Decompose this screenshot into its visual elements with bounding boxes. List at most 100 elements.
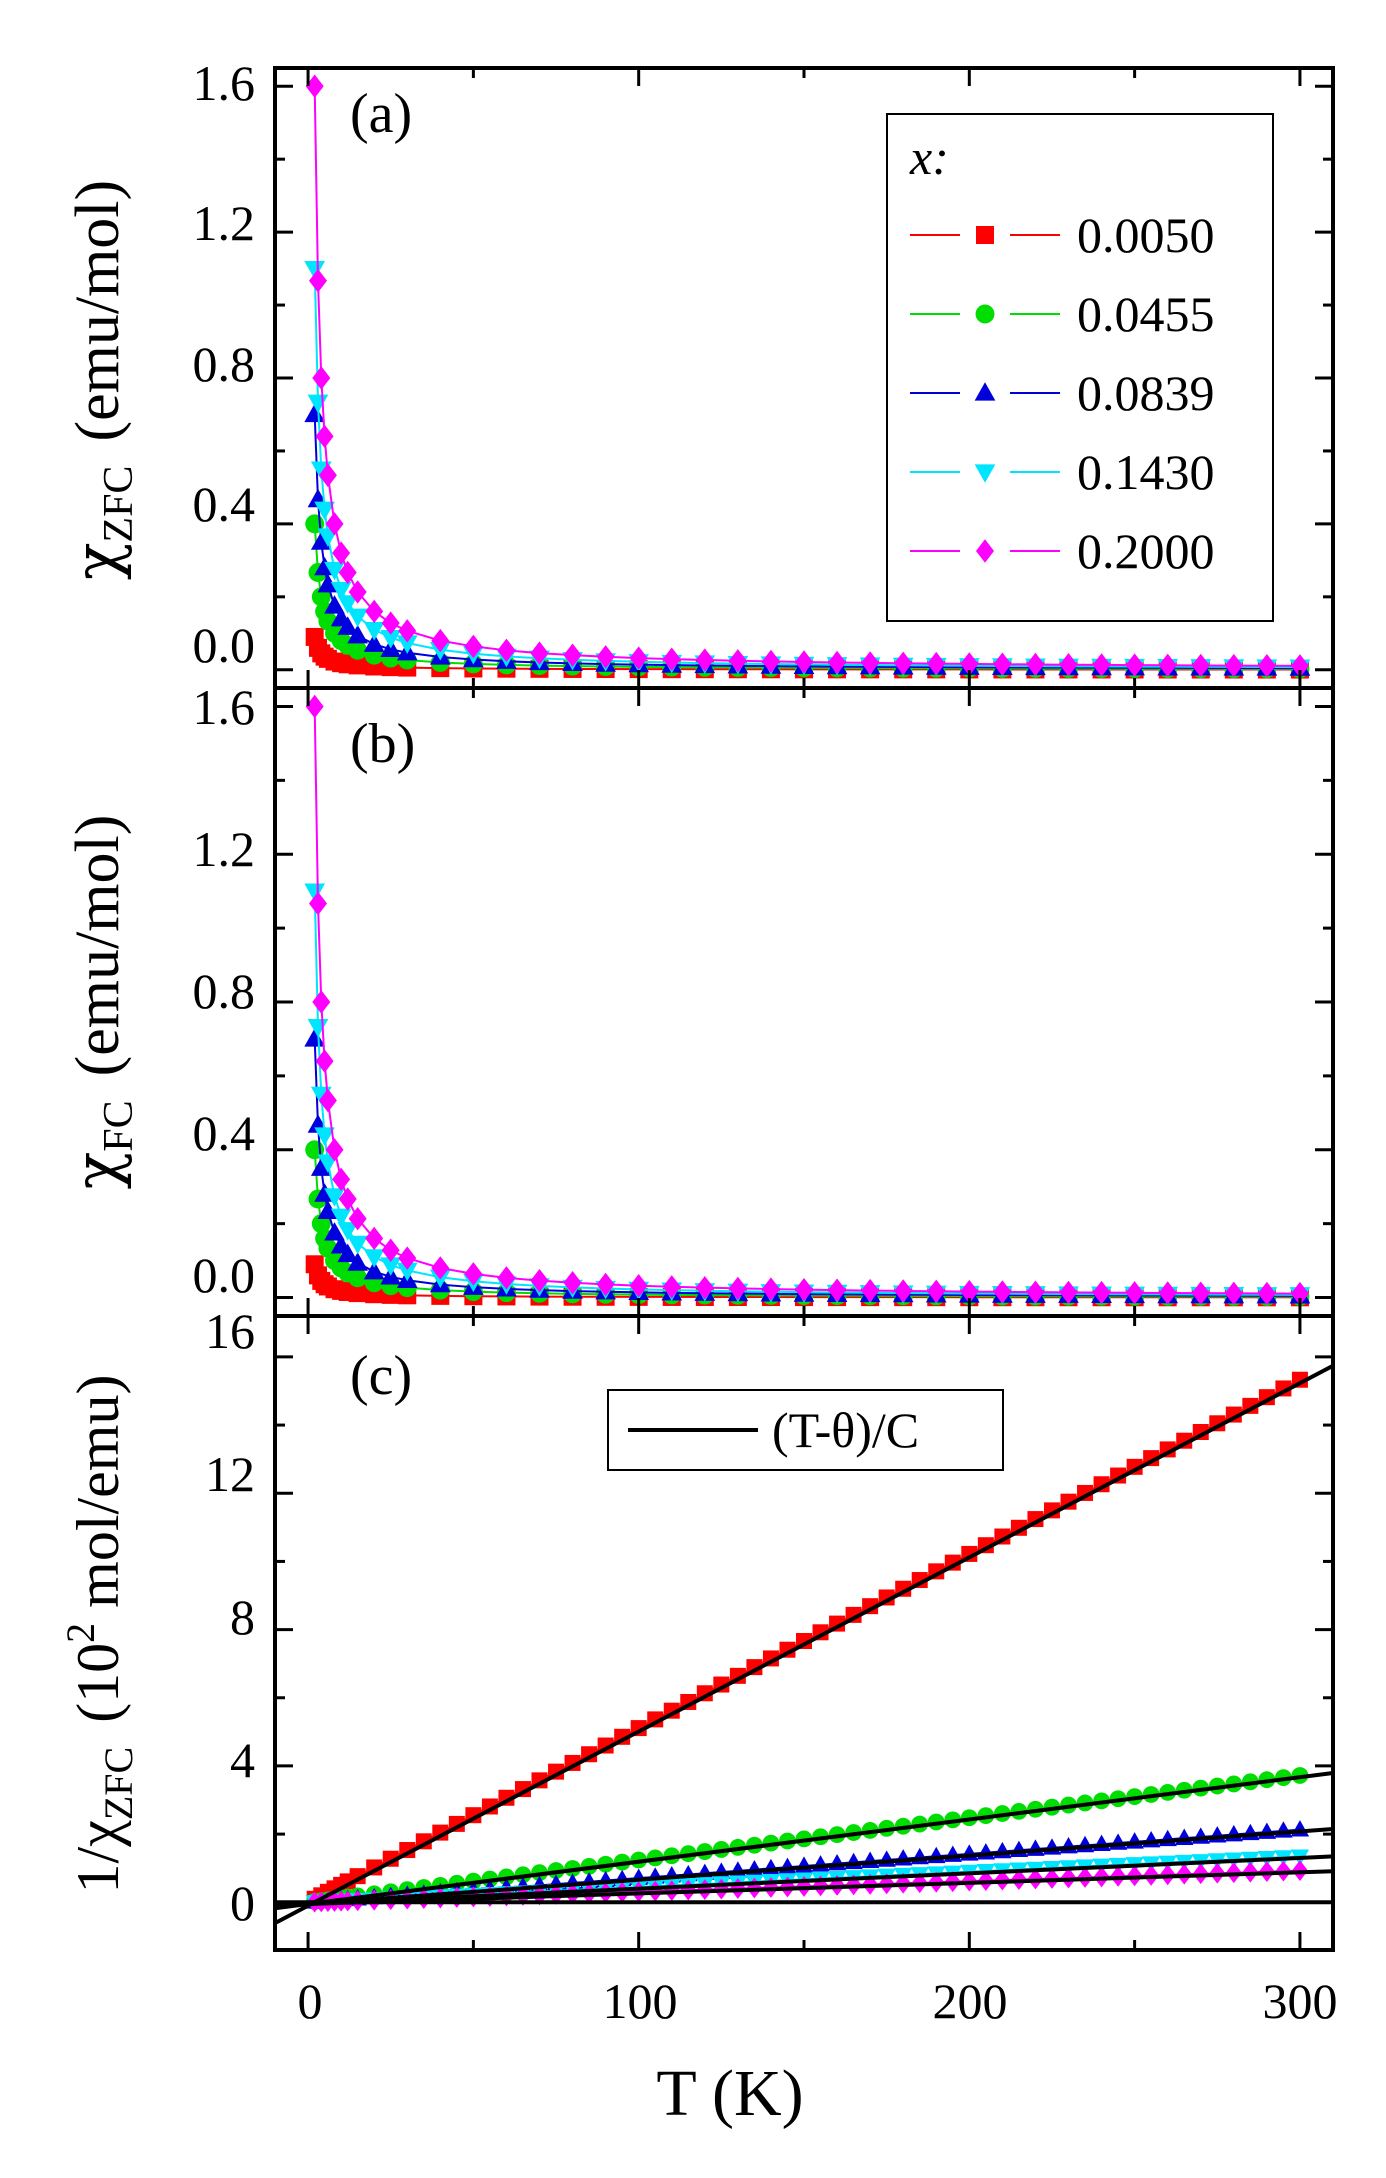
legend-marker-0.2000 <box>976 539 994 563</box>
ylabel-a-unit: (emu/mol) <box>64 180 132 442</box>
data-point-b-0.2000-120 <box>695 1275 714 1300</box>
data-point-a-0.2000-30 <box>398 619 417 643</box>
ytick-label-c-1: 4 <box>230 1732 255 1788</box>
ylabel-a-symbol: χ <box>60 543 133 581</box>
svg-text:χZFC(emu/mol): χZFC (emu/mol) <box>60 180 142 580</box>
xtick-label-0: 0 <box>298 1973 323 2029</box>
data-point-b-0.2000-40 <box>431 1256 450 1280</box>
data-point-a-0.0839-20 <box>363 633 385 652</box>
ytick-label-b-4: 1.6 <box>193 679 256 735</box>
data-point-a-0.2000-260 <box>1158 653 1177 677</box>
data-point-a-0.2000-210 <box>993 652 1012 676</box>
ytick-label-a-1: 0.4 <box>193 476 256 532</box>
panel-label-a: (a) <box>350 83 412 145</box>
data-point-a-0.2000-170 <box>861 651 880 675</box>
data-point-b-0.2000-100 <box>629 1274 648 1298</box>
data-point-b-0.2000-5 <box>315 1049 334 1073</box>
data-point-a-0.2000-8 <box>325 512 344 536</box>
ylabel-c-subscript: ZFC <box>96 1747 141 1820</box>
data-point-b-0.0839-2 <box>304 1028 326 1047</box>
data-point-a-0.2000-130 <box>728 649 747 673</box>
data-point-b-0.0050-15 <box>348 1284 367 1303</box>
ylabel-b-subscript: FC <box>96 1100 142 1151</box>
data-point-a-0.1430-25 <box>380 630 402 649</box>
data-point-a-0.2000-290 <box>1257 654 1276 678</box>
data-point-b-0.1430-12 <box>337 1222 359 1241</box>
ytick-label-a-0: 0.0 <box>193 617 256 673</box>
data-point-b-0.2000-15 <box>348 1207 367 1231</box>
data-point-a-0.2000-12 <box>338 560 357 585</box>
legend: x: 0.0050 0.0455 0.0839 0.1430 0.2000 <box>886 113 1274 622</box>
fit-line-4 <box>274 1869 1334 1908</box>
data-point-b-0.0455-15 <box>348 1268 368 1288</box>
fit-line-3 <box>274 1854 1334 1908</box>
ylabel-a-subscript: ZFC <box>96 466 142 543</box>
data-point-b-0.2000-3 <box>308 891 327 916</box>
data-point-b-0.2000-10 <box>332 1167 351 1192</box>
ylabel-c-unit-tail: mol/emu) <box>65 1375 131 1623</box>
legend-label-0455: 0.0455 <box>1077 286 1215 342</box>
data-point-a-0.2000-6 <box>318 463 337 487</box>
ytick-label-b-0: 0.0 <box>193 1247 256 1303</box>
legend-markers <box>910 221 1060 565</box>
data-point-b-0.2000-140 <box>761 1277 780 1301</box>
ytick-label-a-4: 1.6 <box>193 55 256 111</box>
data-point-b-0.1430-15 <box>347 1235 369 1255</box>
data-point-a-0.2000-50 <box>464 634 483 659</box>
data-point-a-0.0839-2 <box>304 403 326 423</box>
fit-line-0 <box>274 1363 1334 1925</box>
data-point-b-0.2000-50 <box>464 1262 483 1286</box>
data-point-b-0.2000-230 <box>1059 1280 1078 1305</box>
panel-c-ytick-labels: 0 4 8 12 16 <box>205 1303 255 1931</box>
data-point-a-0.1430-8 <box>324 561 345 581</box>
legend-title: x: <box>909 129 949 185</box>
legend-label-1430: 0.1430 <box>1077 444 1215 500</box>
data-point-b-0.2000-280 <box>1224 1281 1243 1306</box>
data-point-a-0.1430-5 <box>314 501 335 521</box>
panel-b-data <box>304 694 1311 1307</box>
data-point-a-0.2000-10 <box>332 541 351 565</box>
legend-marker-0.1430 <box>974 464 996 483</box>
data-point-a-0.2000-220 <box>1026 652 1045 677</box>
data-point-a-0.2000-4 <box>312 366 331 390</box>
x-axis-label: T (K) <box>656 2057 803 2130</box>
panel-c-ylabel: 1/χZFC (102 mol/emu) <box>58 1375 141 1894</box>
data-point-b-0.2000-200 <box>960 1279 979 1304</box>
ylabel-c-prefix: 1/χ <box>65 1820 131 1894</box>
ytick-label-c-4: 16 <box>205 1303 255 1359</box>
data-point-b-0.2000-8 <box>325 1138 344 1162</box>
data-point-b-0.2000-110 <box>662 1275 681 1299</box>
data-point-b-0.2000-30 <box>398 1246 417 1270</box>
ytick-label-b-3: 1.2 <box>193 821 256 877</box>
panel-a-ylabel: χZFC (emu/mol) <box>60 180 142 580</box>
ylabel-c-unit: (10 <box>65 1643 131 1723</box>
data-point-a-0.1430-20 <box>363 621 385 641</box>
data-point-a-0.0455-15 <box>348 640 368 660</box>
data-point-b-0.1430-25 <box>380 1257 402 1276</box>
legend-label-0050: 0.0050 <box>1077 207 1215 263</box>
panel-label-c: (c) <box>350 1345 412 1407</box>
fit-legend: (T-θ)/C <box>607 1389 1004 1471</box>
data-point-b-0.2000-160 <box>828 1278 847 1302</box>
data-point-b-0.2000-130 <box>728 1276 747 1301</box>
data-point-b-0.2000-70 <box>530 1268 549 1293</box>
data-point-b-0.0839-8 <box>324 1222 345 1241</box>
data-point-a-0.2000-240 <box>1092 653 1111 677</box>
data-point-a-0.2000-110 <box>662 647 681 671</box>
data-point-a-0.2000-120 <box>695 648 714 672</box>
data-point-b-0.0839-4 <box>310 1157 332 1176</box>
data-point-a-0.2000-100 <box>629 646 648 670</box>
data-point-a-0.2000-280 <box>1224 653 1243 678</box>
ylabel-b-symbol: χ <box>60 1152 133 1190</box>
data-point-b-0.2000-210 <box>993 1280 1012 1304</box>
panel-label-b: (b) <box>350 713 415 775</box>
data-point-b-0.2000-180 <box>894 1279 913 1303</box>
data-point-a-0.2000-25 <box>381 611 400 635</box>
data-point-a-0.2000-270 <box>1191 653 1210 678</box>
data-point-a-0.0839-8 <box>324 595 345 614</box>
panel-b-ylabel: χFC (emu/mol) <box>60 815 142 1190</box>
data-point-b-0.1430-30 <box>396 1262 418 1282</box>
data-point-a-0.2000-60 <box>497 638 516 663</box>
data-point-b-0.1430-5 <box>314 1127 335 1146</box>
